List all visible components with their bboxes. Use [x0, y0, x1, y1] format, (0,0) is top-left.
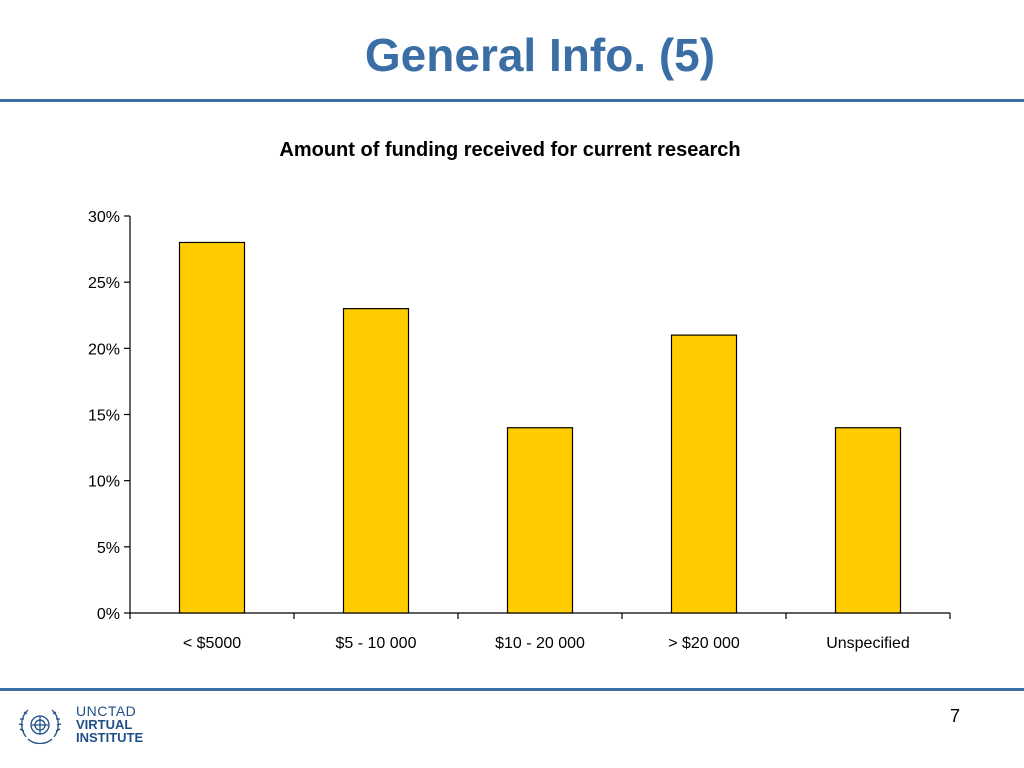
y-tick-label: 15% — [88, 408, 120, 425]
slide-title: General Info. (5) — [364, 29, 716, 81]
unctad-virtual-institute-logo: UNCTAD VIRTUAL INSTITUTE — [12, 700, 162, 752]
bar-chart: 0% 5% 10% 15% 20% 25% 30% < $5000 $5 - 10 000 $10… — [88, 209, 951, 652]
un-emblem-icon — [18, 709, 62, 745]
y-tick-label: 25% — [88, 275, 120, 292]
logo-text-line3: INSTITUTE — [76, 730, 144, 745]
x-tick-label: > $20 000 — [668, 635, 740, 652]
logo-text-line2: VIRTUAL — [76, 717, 133, 732]
logo-text-line1: UNCTAD — [76, 703, 137, 719]
x-tick-label: $10 - 20 000 — [495, 635, 585, 652]
y-tick-label: 0% — [97, 606, 120, 623]
y-tick-label: 10% — [88, 474, 120, 491]
bar — [178, 241, 246, 614]
y-tick-label: 5% — [97, 540, 120, 557]
chart-title: Amount of funding received for current r… — [279, 139, 741, 161]
y-tick-label: 20% — [88, 341, 120, 358]
title-divider — [0, 99, 1024, 102]
footer-divider — [0, 688, 1024, 691]
bar — [834, 427, 902, 614]
x-tick-label: $5 - 10 000 — [336, 635, 417, 652]
bar — [506, 427, 574, 614]
x-tick-label: Unspecified — [826, 635, 910, 652]
x-tick-label: < $5000 — [183, 635, 241, 652]
bar — [342, 308, 410, 614]
bar — [670, 334, 738, 614]
y-tick-label: 30% — [88, 209, 120, 226]
page-number: 7 — [949, 706, 960, 726]
